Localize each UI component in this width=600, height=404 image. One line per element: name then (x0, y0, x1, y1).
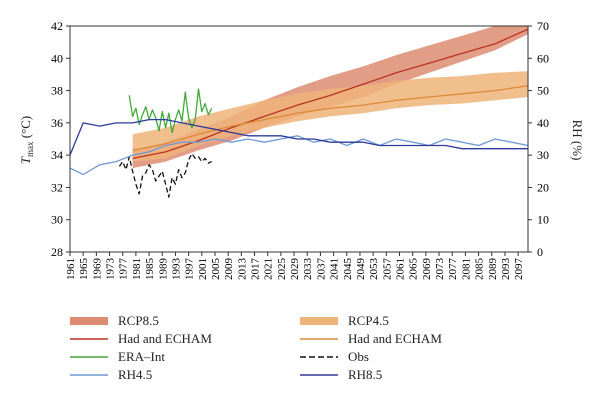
legend-label: ERA–Int (118, 349, 165, 364)
y-left-tick-label: 42 (51, 19, 63, 33)
x-tick-label: 1969 (91, 258, 103, 281)
x-tick-label: 2049 (355, 258, 367, 281)
legend-swatch-band (300, 317, 338, 325)
x-tick-label: 2009 (223, 258, 235, 281)
x-tick-label: 2081 (460, 258, 472, 280)
x-tick-label: 2093 (500, 258, 512, 281)
legend-label: RCP4.5 (348, 313, 389, 328)
axes: 1961 1965 1969 1973 1977 1981 1985 1989 1993 1997… (18, 19, 585, 280)
y-right-tick-label: 10 (537, 213, 549, 227)
x-tick-label: 2085 (474, 258, 486, 281)
legend-label: Had and ECHAM (348, 331, 442, 346)
legend-label: Obs (348, 349, 369, 364)
y-left-title-unit: (°C) (18, 116, 33, 142)
x-tick-label: 2045 (342, 258, 354, 281)
x-tick-label: 1989 (157, 258, 169, 281)
legend-label: Had and ECHAM (118, 331, 212, 346)
y-left-axis-title: Tmax (°C) (18, 116, 35, 165)
y-left-tick-label: 36 (51, 116, 63, 130)
legend-swatch-band (70, 317, 108, 325)
x-tick-label: 2013 (236, 258, 248, 281)
y-right-tick-label: 60 (537, 51, 549, 65)
y-left-tick-label: 40 (51, 51, 63, 65)
y-right-axis-title: RH (%) (570, 120, 585, 161)
y-left-axis-ticks: 28 30 32 34 36 38 40 42 (51, 19, 70, 259)
y-right-tick-label: 70 (537, 19, 549, 33)
x-tick-label: 1993 (170, 258, 182, 281)
y-right-tick-label: 30 (537, 148, 549, 162)
x-tick-label: 2033 (302, 258, 314, 281)
legend-label: RH8.5 (348, 367, 382, 382)
series-line-rh45 (69, 135, 529, 176)
series-line-era_int (128, 88, 213, 134)
y-right-tick-label: 50 (537, 84, 549, 98)
y-left-title-sub: max (25, 141, 35, 157)
series-band-rcp45_band (132, 71, 528, 162)
y-left-tick-label: 28 (51, 245, 63, 259)
x-tick-label: 1981 (131, 258, 143, 280)
y-right-tick-label: 40 (537, 116, 549, 130)
x-tick-label: 2097 (513, 258, 525, 281)
legend-label: RCP8.5 (118, 313, 159, 328)
x-tick-label: 2057 (381, 258, 393, 281)
x-tick-label: 2089 (487, 258, 499, 281)
x-tick-label: 2053 (368, 258, 380, 281)
legend: RCP8.5 RCP4.5 Had and ECHAM Had and ECHAM ER… (70, 313, 442, 382)
series-line-had_echam_85 (132, 28, 529, 160)
x-tick-label: 1973 (105, 258, 117, 281)
x-tick-label: 2037 (315, 258, 327, 281)
x-tick-label: 2041 (329, 258, 341, 280)
y-right-tick-label: 20 (537, 180, 549, 194)
y-right-tick-label: 0 (537, 245, 543, 259)
x-tick-label: 1997 (184, 258, 196, 281)
y-right-axis-ticks: 0 10 20 30 40 50 60 70 (528, 19, 549, 259)
x-tick-label: 2025 (276, 258, 288, 281)
x-tick-label: 1961 (65, 258, 77, 280)
x-tick-label: 2029 (289, 258, 301, 281)
x-tick-label: 2069 (421, 258, 433, 281)
x-tick-label: 2073 (434, 258, 446, 281)
y-left-tick-label: 34 (51, 148, 63, 162)
x-tick-label: 2065 (408, 258, 420, 281)
y-left-tick-label: 30 (51, 213, 63, 227)
x-tick-label: 1965 (78, 258, 90, 281)
x-axis-ticks: 1961 1965 1969 1973 1977 1981 1985 1989 1993 1997… (65, 252, 525, 280)
x-tick-label: 2017 (250, 258, 262, 281)
y-left-title-main: T (18, 156, 33, 164)
x-tick-label: 2061 (394, 258, 406, 280)
x-tick-label: 1985 (144, 258, 156, 281)
x-tick-label: 1977 (118, 258, 130, 281)
legend-label: RH4.5 (118, 367, 152, 382)
x-tick-label: 2077 (447, 258, 459, 281)
x-tick-label: 2021 (263, 258, 275, 280)
x-tick-label: 2001 (197, 258, 209, 280)
series-line-had_echam_45 (132, 85, 529, 151)
series-line-rh85 (69, 118, 528, 156)
plot-series (69, 26, 529, 198)
x-tick-label: 2005 (210, 258, 222, 281)
y-left-tick-label: 32 (51, 180, 63, 194)
series-line-obs (118, 152, 212, 198)
y-left-tick-label: 38 (51, 84, 63, 98)
